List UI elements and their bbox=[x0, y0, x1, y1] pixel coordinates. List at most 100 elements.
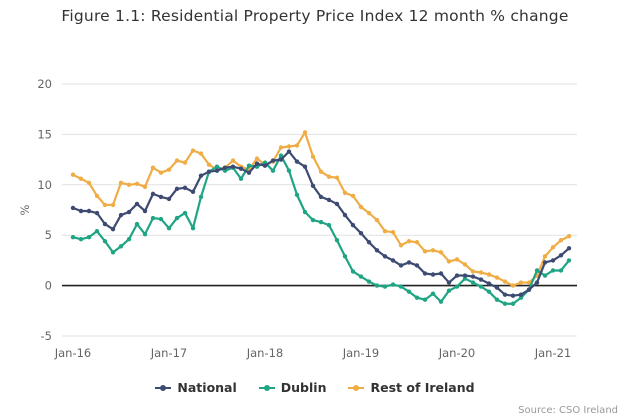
y-tick-label: 15 bbox=[37, 127, 52, 141]
dublin-point bbox=[414, 295, 420, 300]
rest-of-ireland-point bbox=[398, 243, 404, 248]
dublin-point bbox=[318, 219, 324, 225]
national-point bbox=[438, 271, 444, 276]
dublin-point bbox=[478, 284, 484, 289]
national-point bbox=[102, 221, 108, 227]
rest-of-ireland-point bbox=[150, 165, 156, 170]
national-point bbox=[550, 258, 556, 263]
dublin-point bbox=[534, 268, 540, 273]
national-point bbox=[86, 208, 92, 214]
national-point bbox=[254, 161, 260, 166]
national-point bbox=[374, 248, 380, 253]
national-point bbox=[150, 191, 156, 197]
rest-of-ireland-point bbox=[358, 204, 364, 210]
dublin-point bbox=[510, 301, 516, 306]
rest-of-ireland-point bbox=[342, 190, 348, 196]
dublin-point bbox=[70, 235, 76, 240]
dublin-point bbox=[374, 283, 380, 288]
rest-of-ireland-point bbox=[110, 202, 116, 208]
rest-of-ireland-point bbox=[142, 184, 148, 190]
national-point bbox=[238, 166, 244, 171]
national-point bbox=[206, 169, 212, 174]
national-point bbox=[462, 273, 468, 278]
legend-label: National bbox=[177, 380, 237, 395]
national-point bbox=[430, 272, 436, 277]
dublin-point bbox=[134, 221, 140, 227]
dublin-point bbox=[238, 176, 244, 181]
x-axis-ticks: Jan-16 Jan-17 Jan-18 Jan-19 Jan-20 Jan-21 bbox=[54, 346, 572, 360]
legend-label: Dublin bbox=[280, 380, 327, 395]
rest-of-ireland-point bbox=[430, 248, 436, 253]
national-point bbox=[158, 194, 164, 200]
national-point bbox=[318, 194, 324, 200]
dublin-point bbox=[102, 239, 108, 244]
national-point bbox=[526, 287, 532, 292]
rest-of-ireland-point bbox=[462, 262, 468, 267]
rest-of-ireland-point bbox=[470, 269, 476, 274]
national-point bbox=[542, 260, 548, 265]
dublin-point bbox=[174, 215, 180, 221]
rest-of-ireland-point bbox=[70, 172, 76, 177]
rest-of-ireland-point bbox=[334, 175, 340, 180]
legend: National Dublin Rest of Ireland bbox=[0, 380, 630, 395]
rest-of-ireland-point bbox=[286, 144, 292, 149]
legend-item-dublin[interactable]: Dublin bbox=[258, 380, 327, 395]
dublin-point bbox=[502, 301, 508, 306]
national-point bbox=[406, 260, 412, 265]
national-point bbox=[558, 253, 564, 258]
national-point bbox=[190, 189, 196, 195]
national-point bbox=[214, 168, 220, 173]
national-point bbox=[422, 271, 428, 276]
rest-of-ireland-point bbox=[302, 130, 308, 135]
dublin-point bbox=[246, 163, 252, 168]
dublin-point bbox=[366, 279, 372, 284]
legend-label: Rest of Ireland bbox=[370, 380, 475, 395]
dublin-point bbox=[198, 194, 204, 200]
dublin-point bbox=[182, 210, 188, 216]
x-tick-label: Jan-16 bbox=[54, 346, 92, 360]
dublin-point bbox=[566, 258, 572, 263]
dublin-point bbox=[310, 217, 316, 223]
dublin-point bbox=[158, 216, 164, 222]
rest-of-ireland-point bbox=[406, 239, 412, 244]
national-point bbox=[518, 292, 524, 297]
national-point bbox=[390, 258, 396, 263]
legend-item-national[interactable]: National bbox=[155, 380, 237, 395]
dublin-point bbox=[430, 291, 436, 296]
rest-of-ireland-point bbox=[126, 182, 132, 187]
dublin-point bbox=[390, 282, 396, 287]
rest-of-ireland-point bbox=[166, 167, 172, 172]
legend-item-rest-of-ireland[interactable]: Rest of Ireland bbox=[348, 380, 475, 395]
national-point bbox=[414, 263, 420, 268]
national-point bbox=[334, 201, 340, 207]
dublin-point bbox=[398, 284, 404, 289]
dublin-point bbox=[286, 168, 292, 173]
dublin-point bbox=[422, 297, 428, 302]
rest-of-ireland-point bbox=[310, 154, 316, 159]
rest-of-ireland-point bbox=[294, 143, 300, 148]
dublin-point bbox=[342, 254, 348, 259]
dublin-point bbox=[454, 284, 460, 289]
rest-of-ireland-point bbox=[518, 280, 524, 285]
rest-of-ireland-point bbox=[478, 270, 484, 275]
national-point bbox=[142, 208, 148, 214]
rest-of-ireland-point bbox=[446, 259, 452, 264]
dublin-point bbox=[382, 284, 388, 289]
national-point bbox=[366, 240, 372, 245]
national-point bbox=[478, 277, 484, 282]
rest-of-ireland-point bbox=[374, 217, 380, 223]
rest-of-ireland-point bbox=[502, 279, 508, 284]
national-point bbox=[398, 263, 404, 268]
rest-of-ireland-point bbox=[190, 148, 196, 153]
national-point bbox=[134, 201, 140, 207]
dublin-point bbox=[190, 225, 196, 231]
national-point bbox=[174, 186, 180, 192]
national-point bbox=[262, 163, 268, 168]
rest-of-ireland-point bbox=[94, 193, 100, 199]
y-axis-label: % bbox=[18, 204, 32, 215]
national-point bbox=[286, 149, 292, 154]
dublin-point bbox=[142, 231, 148, 237]
rest-of-ireland-point bbox=[366, 210, 372, 216]
rest-of-ireland-point bbox=[326, 174, 332, 179]
